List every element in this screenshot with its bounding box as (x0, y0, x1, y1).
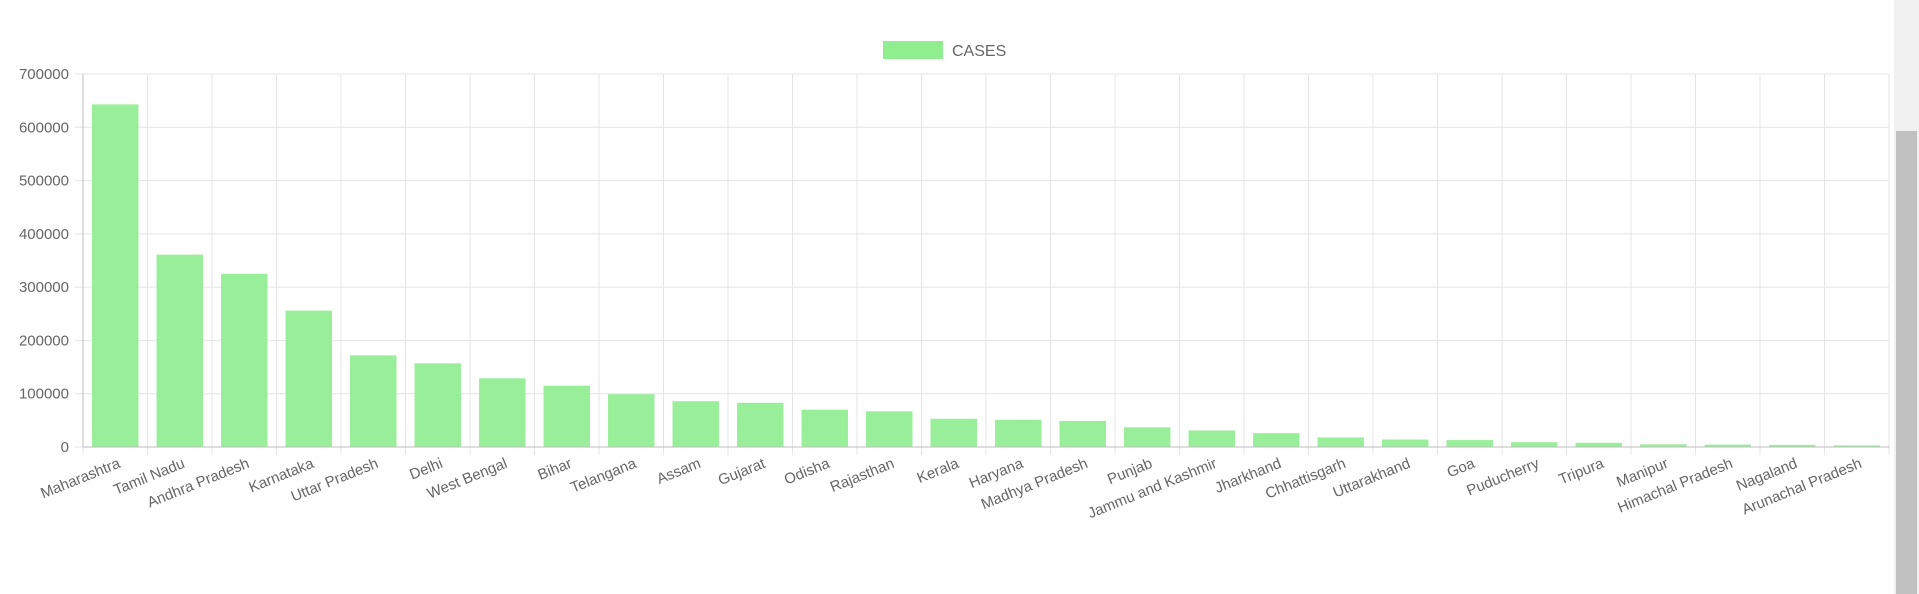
bar[interactable] (737, 402, 784, 447)
y-tick-label: 700000 (19, 66, 69, 83)
y-tick-label: 0 (61, 439, 69, 456)
x-tick-label: Kerala (915, 455, 962, 487)
legend-swatch (883, 41, 943, 59)
bar[interactable] (543, 385, 590, 447)
bar[interactable] (608, 394, 655, 447)
x-tick-label: Maharashtra (38, 455, 123, 503)
bar[interactable] (1833, 445, 1880, 447)
x-tick-label: Odisha (782, 455, 833, 489)
bar[interactable] (1640, 444, 1687, 447)
y-tick-label: 500000 (19, 173, 69, 190)
bar[interactable] (92, 104, 139, 447)
x-tick-label: Telangana (568, 455, 639, 497)
bar[interactable] (1446, 440, 1493, 447)
bar[interactable] (1253, 433, 1300, 447)
legend-label: CASES (952, 43, 1006, 60)
bar[interactable] (1769, 444, 1816, 447)
bar[interactable] (479, 378, 526, 447)
x-tick-label: Goa (1445, 455, 1478, 482)
bar[interactable] (866, 411, 913, 447)
x-tick-label: Rajasthan (828, 455, 897, 496)
bar[interactable] (414, 363, 461, 447)
x-tick-label: Bihar (535, 455, 574, 484)
bars (92, 104, 1880, 447)
bar[interactable] (672, 401, 719, 447)
bar[interactable] (1124, 427, 1171, 447)
axes (82, 74, 1889, 448)
legend[interactable]: CASES (883, 41, 1006, 60)
vertical-scrollbar-thumb[interactable] (1896, 131, 1917, 594)
x-tick-label: Gujarat (716, 455, 769, 490)
bar[interactable] (221, 273, 268, 447)
x-tick-label: Tripura (1556, 455, 1607, 489)
bar[interactable] (156, 254, 203, 447)
bar[interactable] (285, 310, 332, 447)
bar[interactable] (1511, 442, 1558, 447)
y-tick-label: 400000 (19, 226, 69, 243)
bar[interactable] (1059, 420, 1106, 447)
y-tick-label: 100000 (19, 386, 69, 403)
bar[interactable] (801, 409, 848, 447)
bar[interactable] (930, 418, 977, 447)
bar[interactable] (1317, 437, 1364, 447)
x-tick-label: Delhi (407, 455, 445, 484)
bar[interactable] (1575, 442, 1622, 447)
x-tick-label: Puducherry (1464, 455, 1542, 500)
y-axis-tick-labels: 0 100000 200000 300000 400000 500000 600000 700… (19, 66, 69, 456)
y-tick-label: 200000 (19, 332, 69, 349)
grid-lines (75, 73, 1890, 455)
y-tick-label: 300000 (19, 279, 69, 296)
bar[interactable] (1382, 439, 1429, 447)
y-tick-label: 600000 (19, 119, 69, 136)
bar[interactable] (1188, 430, 1235, 447)
bar[interactable] (1704, 444, 1751, 447)
bar[interactable] (995, 419, 1042, 447)
bar[interactable] (350, 355, 397, 447)
x-tick-label: Assam (654, 455, 703, 488)
